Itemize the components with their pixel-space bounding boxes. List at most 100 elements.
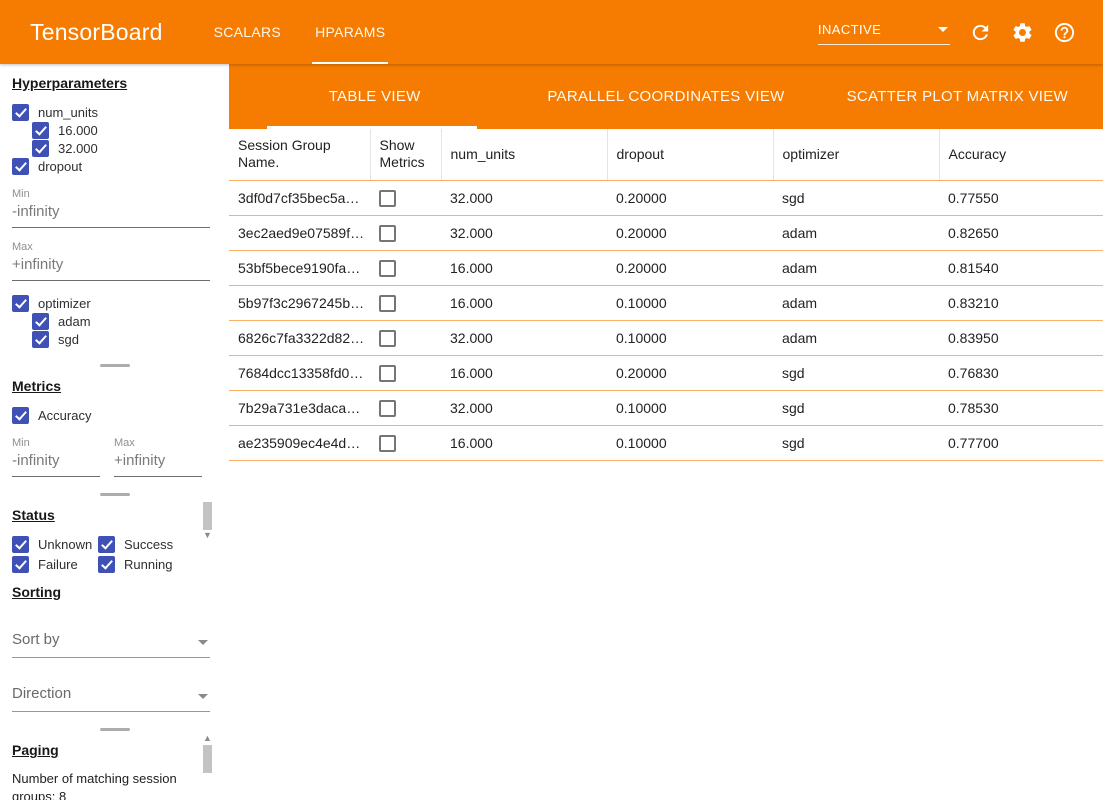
column-header-optimizer[interactable]: optimizer xyxy=(773,129,940,181)
num-units-cell: 16.000 xyxy=(441,355,607,391)
table-row: 6826c7fa3322d82… 32.000 0.10000 adam 0.8… xyxy=(229,320,1103,356)
show-metrics-checkbox[interactable] xyxy=(379,189,396,207)
optimizer-cell: adam xyxy=(773,320,939,356)
column-header-dropout[interactable]: dropout xyxy=(607,129,774,181)
view-tabs: TABLE VIEW PARALLEL COORDINATES VIEW SCA… xyxy=(229,64,1103,129)
tab-scatter-plot-matrix-view[interactable]: SCATTER PLOT MATRIX VIEW xyxy=(846,88,1069,105)
hyperparameters-pane: Hyperparameters num_units 16.000 32.000 … xyxy=(0,64,229,367)
table-row: 53bf5bece9190fa… 16.000 0.20000 adam 0.8… xyxy=(229,250,1103,286)
optimizer-cell: adam xyxy=(773,215,939,251)
metric-max-label: Max xyxy=(114,437,135,449)
sidebar: Hyperparameters num_units 16.000 32.000 … xyxy=(0,64,229,800)
status-unknown-checkbox[interactable]: Unknown xyxy=(12,535,98,553)
status-pane: Status Unknown Success Failure xyxy=(0,496,229,573)
plugin-tabs: SCALARS HPARAMS xyxy=(197,0,403,64)
dropout-cell: 0.10000 xyxy=(607,425,773,461)
checkbox-icon xyxy=(12,103,29,121)
session-group-name: 53bf5bece9190fa… xyxy=(229,250,370,286)
tab-hparams[interactable]: HPARAMS xyxy=(298,0,402,64)
scroll-up-icon[interactable]: ▲ xyxy=(203,733,212,743)
option-label: Failure xyxy=(38,556,78,572)
status-running-checkbox[interactable]: Running xyxy=(98,555,194,573)
column-header-accuracy[interactable]: Accuracy xyxy=(939,129,1103,181)
show-metrics-checkbox[interactable] xyxy=(379,294,396,312)
status-pane-scrollbar[interactable]: ▼ xyxy=(202,498,213,540)
sorting-pane: Sorting Sort by Direction xyxy=(0,573,229,731)
show-metrics-checkbox[interactable] xyxy=(379,259,396,277)
accuracy-cell: 0.83210 xyxy=(939,285,1103,321)
dropout-cell: 0.10000 xyxy=(607,320,773,356)
table-row: 7684dcc13358fd0… 16.000 0.20000 sgd 0.76… xyxy=(229,355,1103,391)
dropout-checkbox[interactable]: dropout xyxy=(12,157,217,175)
num-units-cell: 32.000 xyxy=(441,320,607,356)
scrollbar-thumb[interactable] xyxy=(203,745,212,773)
help-icon[interactable] xyxy=(1053,21,1076,44)
show-metrics-checkbox[interactable] xyxy=(379,364,396,382)
dropout-max-label: Max xyxy=(12,241,33,253)
top-bar: TensorBoard SCALARS HPARAMS INACTIVE xyxy=(0,0,1103,64)
option-label: 16.000 xyxy=(58,122,98,138)
session-group-name: 5b97f3c2967245b… xyxy=(229,285,370,321)
accuracy-checkbox[interactable]: Accuracy xyxy=(12,406,217,424)
tab-parallel-coordinates-view[interactable]: PARALLEL COORDINATES VIEW xyxy=(547,88,785,105)
show-metrics-checkbox[interactable] xyxy=(379,224,396,242)
optimizer-cell: adam xyxy=(773,250,939,286)
optimizer-checkbox[interactable]: optimizer xyxy=(12,294,217,312)
num-units-cell: 32.000 xyxy=(441,390,607,426)
option-label: Running xyxy=(124,556,173,572)
session-groups-table-wrap: Session Group Name. Show Metrics num_uni… xyxy=(229,129,1103,800)
status-success-checkbox[interactable]: Success xyxy=(98,535,194,553)
metric-min-input[interactable] xyxy=(12,449,100,477)
num-units-option-32-checkbox[interactable]: 32.000 xyxy=(12,139,217,157)
num-units-cell: 16.000 xyxy=(441,285,607,321)
metrics-pane: Metrics Accuracy Min Max xyxy=(0,367,229,496)
accuracy-cell: 0.77550 xyxy=(939,180,1103,216)
num-units-label: num_units xyxy=(38,104,98,120)
dropout-min-input[interactable] xyxy=(12,200,210,228)
num-units-checkbox[interactable]: num_units xyxy=(12,103,217,121)
dropout-min-label: Min xyxy=(12,188,30,200)
num-units-option-16-checkbox[interactable]: 16.000 xyxy=(12,121,217,139)
status-failure-checkbox[interactable]: Failure xyxy=(12,555,98,573)
direction-dropdown[interactable]: Direction xyxy=(12,681,210,712)
dropout-cell: 0.20000 xyxy=(607,180,773,216)
paging-pane-scrollbar[interactable]: ▲ xyxy=(202,733,213,773)
scroll-down-icon[interactable]: ▼ xyxy=(203,530,212,540)
optimizer-cell: sgd xyxy=(773,425,939,461)
dropout-max-input[interactable] xyxy=(12,253,210,281)
column-header-show-metrics[interactable]: Show Metrics xyxy=(370,129,442,181)
tab-scalars[interactable]: SCALARS xyxy=(213,24,282,40)
show-metrics-checkbox[interactable] xyxy=(379,434,396,452)
option-label: sgd xyxy=(58,331,79,347)
column-header-session-group-name[interactable]: Session Group Name. xyxy=(229,129,371,181)
pane-resize-handle[interactable] xyxy=(99,728,130,731)
chevron-down-icon xyxy=(198,640,208,645)
tab-table-view[interactable]: TABLE VIEW xyxy=(229,64,520,129)
table-row: 3ec2aed9e07589f… 32.000 0.20000 adam 0.8… xyxy=(229,215,1103,251)
dropout-label: dropout xyxy=(38,158,83,174)
accuracy-cell: 0.76830 xyxy=(939,355,1103,391)
pane-resize-handle[interactable] xyxy=(99,493,130,496)
option-label: Success xyxy=(124,536,174,552)
pane-resize-handle[interactable] xyxy=(99,364,130,367)
table-row: ae235909ec4e4d… 16.000 0.10000 sgd 0.777… xyxy=(229,425,1103,461)
show-metrics-checkbox[interactable] xyxy=(379,399,396,417)
optimizer-cell: sgd xyxy=(773,355,939,391)
optimizer-option-sgd-checkbox[interactable]: sgd xyxy=(12,330,217,348)
reload-status-dropdown[interactable]: INACTIVE xyxy=(818,20,950,45)
accuracy-label: Accuracy xyxy=(38,407,92,423)
show-metrics-checkbox[interactable] xyxy=(379,329,396,347)
sort-by-dropdown[interactable]: Sort by xyxy=(12,627,210,658)
num-units-cell: 32.000 xyxy=(441,215,607,251)
checkbox-icon xyxy=(32,139,49,157)
scrollbar-thumb[interactable] xyxy=(203,502,212,530)
option-label: 32.000 xyxy=(58,140,98,156)
refresh-icon[interactable] xyxy=(969,21,992,44)
metric-max-input[interactable] xyxy=(114,449,202,477)
optimizer-cell: adam xyxy=(773,285,939,321)
gear-icon[interactable] xyxy=(1011,21,1034,44)
session-group-name: 7684dcc13358fd0… xyxy=(229,355,370,391)
column-header-num-units[interactable]: num_units xyxy=(441,129,608,181)
optimizer-option-adam-checkbox[interactable]: adam xyxy=(12,312,217,330)
